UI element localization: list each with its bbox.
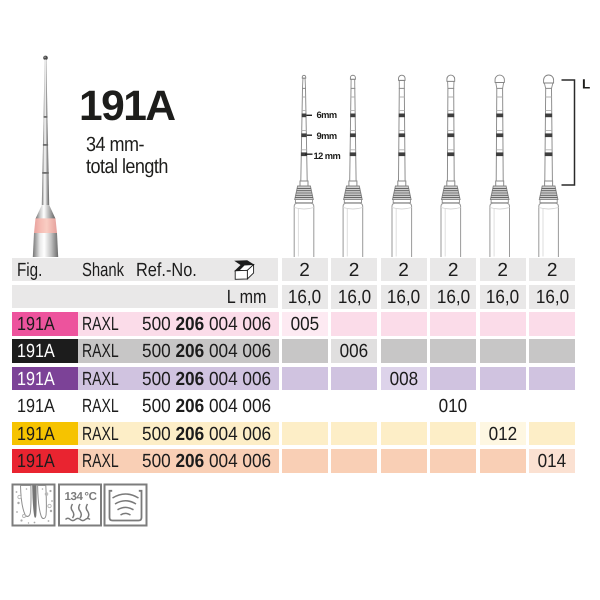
- svg-text:134 °C: 134 °C: [65, 491, 97, 503]
- svg-text:L: L: [582, 77, 590, 92]
- svg-text:12 mm: 12 mm: [314, 151, 341, 161]
- svg-text:6mm: 6mm: [317, 110, 337, 120]
- svg-text:9mm: 9mm: [317, 131, 337, 141]
